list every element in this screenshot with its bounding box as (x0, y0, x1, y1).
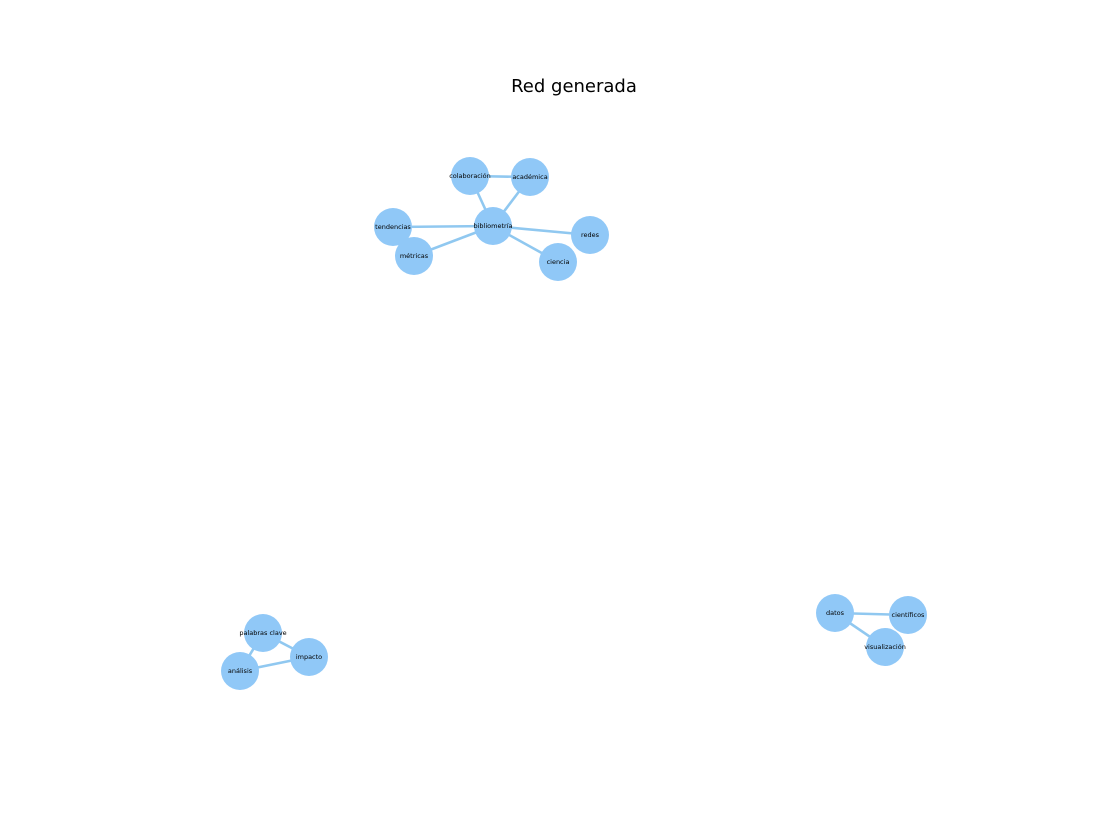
node-colaboracion: colaboración (449, 157, 491, 195)
nodes-layer: colaboración académica tendencias bibliomet… (221, 157, 927, 690)
node-circle (511, 158, 549, 196)
node-circle (451, 157, 489, 195)
node-circle (889, 596, 927, 634)
node-analisis: análisis (221, 652, 259, 690)
node-visualizacion: visualización (864, 628, 906, 666)
node-redes: redes (571, 216, 609, 254)
node-label: análisis (228, 667, 253, 675)
node-label: métricas (400, 252, 429, 260)
node-label: palabras clave (239, 629, 286, 637)
node-circle (539, 243, 577, 281)
node-circle (571, 216, 609, 254)
node-circle (290, 638, 328, 676)
node-palabras_clave: palabras clave (239, 614, 287, 652)
node-label: colaboración (449, 172, 491, 180)
node-circle (374, 208, 412, 246)
node-label: ciencia (547, 258, 570, 266)
node-circle (221, 652, 259, 690)
node-circle (244, 614, 282, 652)
node-circle (474, 207, 512, 245)
node-label: datos (826, 609, 845, 617)
node-circle (866, 628, 904, 666)
node-tendencias: tendencias (374, 208, 412, 246)
node-ciencia: ciencia (539, 243, 577, 281)
node-label: redes (581, 231, 600, 239)
node-impacto: impacto (290, 638, 328, 676)
node-bibliometria: bibliometría (474, 207, 513, 245)
node-label: bibliometría (474, 222, 513, 230)
node-academica: académica (511, 158, 549, 196)
node-label: académica (512, 173, 547, 181)
node-circle (816, 594, 854, 632)
node-circle (395, 237, 433, 275)
node-metricas: métricas (395, 237, 433, 275)
edges-layer (238, 174, 909, 673)
node-label: tendencias (375, 223, 411, 231)
node-label: impacto (296, 653, 322, 661)
graph-title: Red generada (511, 76, 637, 97)
node-datos: datos (816, 594, 854, 632)
node-cientificos: científicos (889, 596, 927, 634)
node-label: visualización (864, 643, 906, 651)
node-label: científicos (892, 611, 925, 619)
